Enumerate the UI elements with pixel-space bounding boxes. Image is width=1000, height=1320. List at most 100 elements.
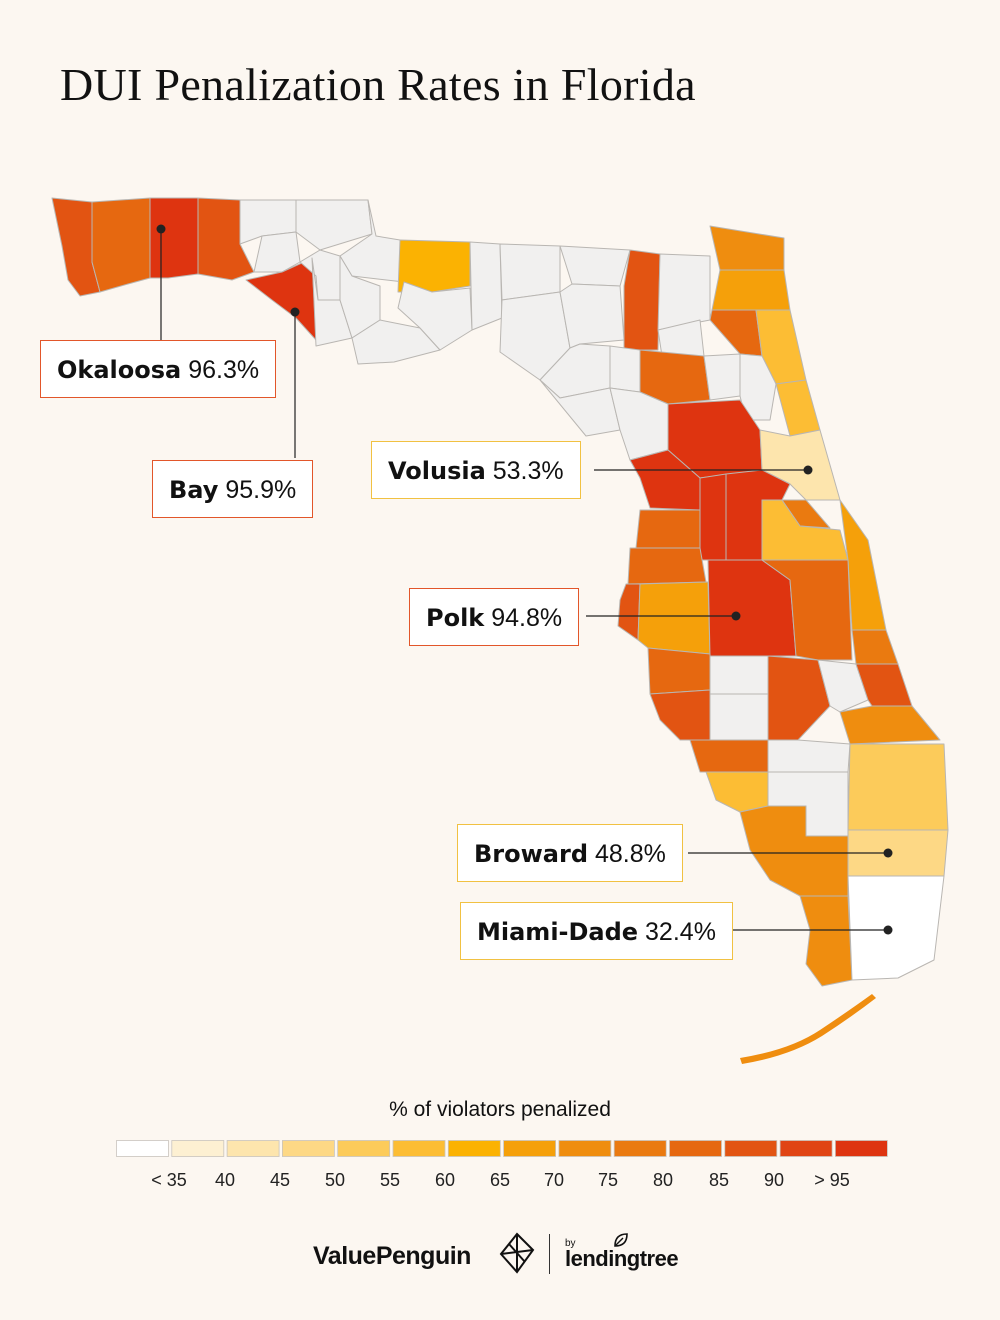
callout-volusia: Volusia 53.3% (371, 441, 581, 499)
callout-polk: Polk 94.8% (409, 588, 580, 646)
legend-label: 85 (708, 1170, 730, 1190)
legend-swatch (116, 1140, 169, 1157)
marker-volusia (803, 465, 813, 475)
county-hamilton[interactable] (559, 245, 631, 287)
legend-label: 80 (652, 1170, 674, 1190)
legend-label: 50 (324, 1170, 346, 1190)
legend-swatch (447, 1140, 501, 1157)
legend-swatch (392, 1140, 446, 1157)
county-okeechobee[interactable] (817, 659, 869, 713)
callout-value: 53.3% (492, 457, 564, 485)
florida-keys (740, 994, 876, 1064)
county-bradford[interactable] (703, 353, 741, 401)
county-desoto[interactable] (709, 693, 769, 741)
county-monroe[interactable] (799, 895, 853, 987)
county-okaloosa[interactable] (149, 197, 199, 279)
county-columbia[interactable] (623, 249, 661, 351)
legend-label: 75 (597, 1170, 619, 1190)
valuepenguin-icon (499, 1232, 535, 1274)
legend-swatch (503, 1140, 557, 1157)
legend-label: 65 (489, 1170, 511, 1190)
brand-divider (549, 1234, 550, 1274)
callout-county: Broward (474, 840, 588, 868)
marker-broward (883, 848, 893, 858)
marker-bay (290, 307, 300, 317)
valuepenguin-logo-text: ValuePenguin (313, 1242, 471, 1270)
marker-miami-dade (883, 925, 893, 935)
county-jefferson[interactable] (469, 241, 503, 331)
lendingtree-leaf-icon (614, 1233, 628, 1247)
county-martin[interactable] (839, 705, 941, 745)
county-hillsborough[interactable] (637, 581, 711, 655)
county-baker[interactable] (657, 253, 711, 331)
lendingtree-logo-text: lendingtree (565, 1246, 679, 1271)
callout-county: Volusia (388, 457, 486, 485)
county-putnam[interactable] (739, 353, 777, 421)
county-miami-dade[interactable] (847, 875, 945, 981)
county-pasco[interactable] (627, 547, 707, 585)
county-nassau[interactable] (709, 225, 785, 271)
county-leon[interactable] (397, 239, 471, 293)
legend-swatch (281, 1140, 335, 1157)
legend-swatch (226, 1140, 280, 1157)
branding: ValuePenguin by lendingtree (0, 1230, 1000, 1280)
callout-okaloosa: Okaloosa 96.3% (40, 340, 277, 398)
callout-bay: Bay 95.9% (152, 460, 314, 518)
legend-swatch (835, 1140, 888, 1157)
county-palm-beach[interactable] (847, 743, 949, 831)
callout-county: Okaloosa (57, 356, 182, 384)
legend-label: 90 (763, 1170, 785, 1190)
county-santa-rosa[interactable] (91, 197, 151, 293)
county-hernando[interactable] (635, 509, 701, 549)
legend-swatch (171, 1140, 225, 1157)
county-pinellas[interactable] (617, 583, 641, 641)
callout-miami-dade: Miami-Dade 32.4% (460, 902, 733, 960)
county-duval[interactable] (711, 269, 791, 311)
county-madison[interactable] (499, 243, 561, 301)
legend-scale (116, 1140, 888, 1157)
legend-swatch (613, 1140, 667, 1157)
callout-county: Polk (426, 604, 485, 632)
county-wakulla[interactable] (397, 281, 473, 351)
callout-county: Miami-Dade (477, 918, 639, 946)
legend-label: 60 (434, 1170, 456, 1190)
florida-map (51, 197, 949, 1064)
county-gilchrist[interactable] (609, 345, 641, 393)
county-flagler[interactable] (775, 379, 821, 437)
county-manatee[interactable] (647, 647, 711, 695)
county-washington[interactable] (253, 231, 301, 273)
by-label: by (565, 1238, 576, 1249)
legend-title: % of violators penalized (389, 1098, 611, 1121)
legend-swatch (724, 1140, 778, 1157)
county-suwannee[interactable] (559, 283, 625, 349)
callout-value: 32.4% (645, 918, 716, 946)
legend-swatch (669, 1140, 722, 1157)
legend-swatch (779, 1140, 833, 1157)
county-indian-river[interactable] (851, 629, 899, 665)
callout-value: 96.3% (188, 356, 260, 384)
legend-label: < 35 (151, 1170, 187, 1190)
county-sumter[interactable] (699, 473, 727, 561)
county-sarasota[interactable] (649, 689, 711, 741)
callout-county: Bay (169, 476, 219, 504)
marker-polk (731, 611, 741, 621)
county-jackson[interactable] (295, 199, 373, 251)
legend-label: > 95 (814, 1170, 850, 1190)
county-lee[interactable] (705, 771, 769, 813)
county-glades[interactable] (767, 739, 851, 773)
callout-broward: Broward 48.8% (457, 824, 683, 882)
legend-labels: < 35 40 45 50 55 60 65 70 75 80 85 90 > 95 (0, 1170, 1000, 1194)
chart-title: DUI Penalization Rates in Florida (60, 59, 696, 110)
county-hardee[interactable] (709, 655, 769, 695)
legend-swatch (558, 1140, 612, 1157)
legend-swatch (337, 1140, 391, 1157)
county-gadsden[interactable] (339, 199, 405, 283)
county-clay[interactable] (709, 309, 763, 357)
legend-label: 55 (379, 1170, 401, 1190)
callout-value: 48.8% (594, 840, 666, 868)
legend-label: 70 (543, 1170, 565, 1190)
marker-okaloosa (156, 224, 166, 234)
county-charlotte[interactable] (689, 739, 769, 773)
callout-value: 94.8% (491, 604, 563, 632)
county-alachua[interactable] (639, 349, 711, 405)
